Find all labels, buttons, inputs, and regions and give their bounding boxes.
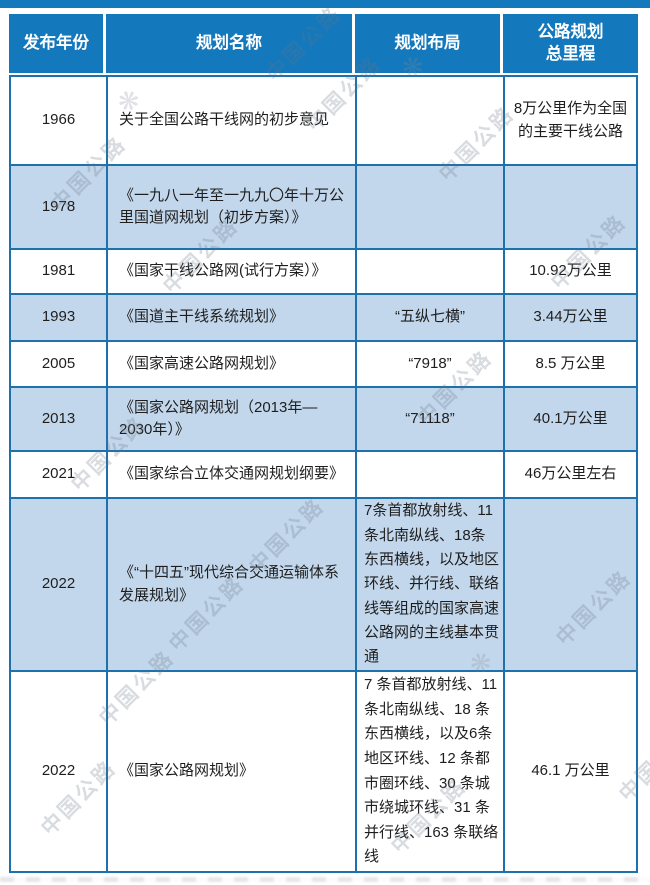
mileage-cell: 10.92万公里: [503, 248, 638, 293]
header-cell-layout: 规划布局: [355, 14, 503, 73]
mileage-cell: 8.5 万公里: [503, 340, 638, 386]
year-cell: 1978: [9, 164, 106, 248]
header-cell-total-mileage: 公路规划 总里程: [503, 14, 638, 73]
mileage-cell: 3.44万公里: [503, 293, 638, 340]
year-cell: 1993: [9, 293, 106, 340]
table-row: 2022 《“十四五”现代综合交通运输体系发展规划》 7条首都放射线、11条北南…: [9, 497, 638, 670]
header-cell-plan-name: 规划名称: [106, 14, 355, 73]
table-row: 1978 《一九八一年至一九九〇年十万公里国道网规划（初步方案）》: [9, 164, 638, 248]
table-row: 2013 《国家公路网规划（2013年—2030年）》 “71118” 40.1…: [9, 386, 638, 450]
table-row: 2022 《国家公路网规划》 7 条首都放射线、11 条北南纵线、18 条东西横…: [9, 670, 638, 873]
layout-cell: [355, 75, 503, 164]
mileage-cell: 46万公里左右: [503, 450, 638, 497]
plan-name-cell: 《国道主干线系统规划》: [106, 293, 355, 340]
plan-name-cell: 关于全国公路干线网的初步意见: [106, 75, 355, 164]
mileage-cell: 46.1 万公里: [503, 670, 638, 873]
header-cell-year: 发布年份: [9, 14, 106, 73]
table-header-row: 发布年份 规划名称 规划布局 公路规划 总里程: [9, 14, 638, 73]
highway-planning-table: 发布年份 规划名称 规划布局 公路规划 总里程 1966 关于全国公路干线网的初…: [9, 14, 638, 873]
layout-cell: [355, 248, 503, 293]
plan-name-cell: 《“十四五”现代综合交通运输体系发展规划》: [106, 497, 355, 670]
table-row: 1966 关于全国公路干线网的初步意见 8万公里作为全国的主要干线公路: [9, 75, 638, 164]
table-row: 2021 《国家综合立体交通网规划纲要》 46万公里左右: [9, 450, 638, 497]
cropped-caption-smudge: [0, 877, 650, 882]
plan-name-cell: 《国家综合立体交通网规划纲要》: [106, 450, 355, 497]
layout-cell: 7 条首都放射线、11 条北南纵线、18 条东西横线，以及6条地区环线、12 条…: [355, 670, 503, 873]
year-cell: 2013: [9, 386, 106, 450]
plan-name-cell: 《国家高速公路网规划》: [106, 340, 355, 386]
year-cell: 2022: [9, 497, 106, 670]
mileage-cell: [503, 164, 638, 248]
table-row: 1981 《国家干线公路网(试行方案）》 10.92万公里: [9, 248, 638, 293]
table-body: 1966 关于全国公路干线网的初步意见 8万公里作为全国的主要干线公路 1978…: [9, 75, 638, 873]
layout-cell: [355, 450, 503, 497]
layout-cell: [355, 164, 503, 248]
table-row: 2005 《国家高速公路网规划》 “7918” 8.5 万公里: [9, 340, 638, 386]
year-cell: 1981: [9, 248, 106, 293]
mileage-cell: [503, 497, 638, 670]
table-row: 1993 《国道主干线系统规划》 “五纵七横” 3.44万公里: [9, 293, 638, 340]
layout-cell: 7条首都放射线、11条北南纵线、18条东西横线，以及地区环线、并行线、联络线等组…: [355, 497, 503, 670]
plan-name-cell: 《国家干线公路网(试行方案）》: [106, 248, 355, 293]
layout-cell: “71118”: [355, 386, 503, 450]
layout-cell: “五纵七横”: [355, 293, 503, 340]
top-accent-bar: [0, 0, 650, 8]
mileage-cell: 8万公里作为全国的主要干线公路: [503, 75, 638, 164]
year-cell: 1966: [9, 75, 106, 164]
year-cell: 2021: [9, 450, 106, 497]
mileage-cell: 40.1万公里: [503, 386, 638, 450]
plan-name-cell: 《一九八一年至一九九〇年十万公里国道网规划（初步方案）》: [106, 164, 355, 248]
plan-name-cell: 《国家公路网规划（2013年—2030年）》: [106, 386, 355, 450]
plan-name-cell: 《国家公路网规划》: [106, 670, 355, 873]
year-cell: 2022: [9, 670, 106, 873]
year-cell: 2005: [9, 340, 106, 386]
layout-cell: “7918”: [355, 340, 503, 386]
